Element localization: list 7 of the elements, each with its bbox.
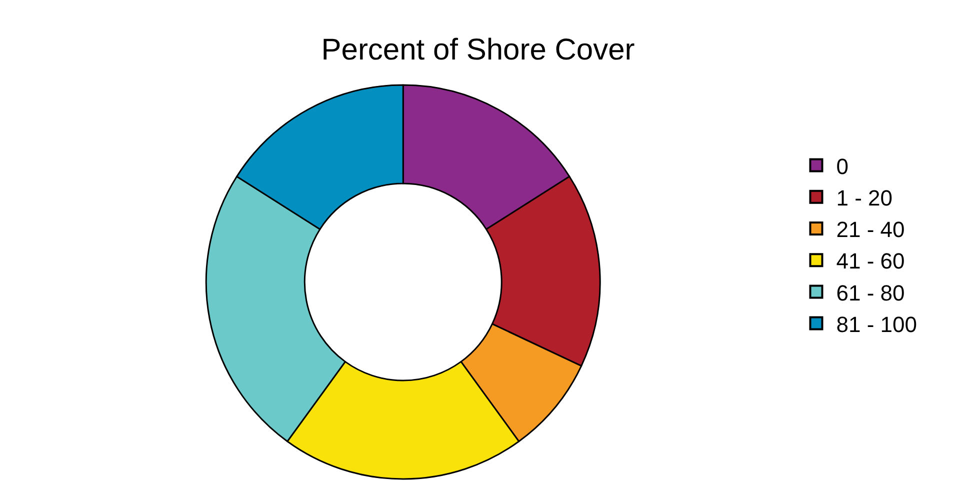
legend-label: 41 - 60	[836, 248, 905, 274]
legend-label: 61 - 80	[836, 280, 905, 306]
legend-label: 21 - 40	[836, 217, 905, 242]
legend-label: 0	[836, 154, 848, 179]
chart-title: Percent of Shore Cover	[321, 33, 635, 66]
legend-label: 1 - 20	[836, 185, 893, 210]
legend-label: 81 - 100	[836, 312, 917, 337]
